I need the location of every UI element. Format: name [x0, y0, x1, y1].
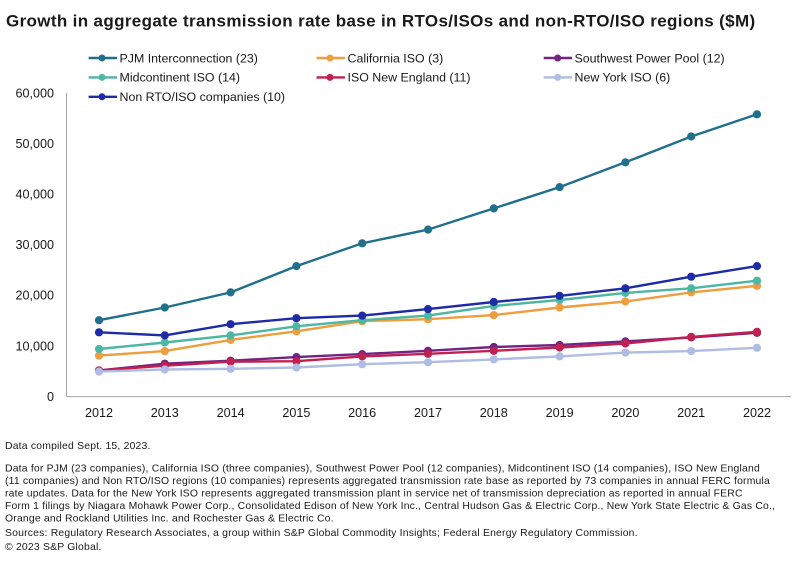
- svg-text:2019: 2019: [546, 406, 574, 420]
- svg-text:2020: 2020: [611, 406, 639, 420]
- svg-text:© 2023 S&P Global.: © 2023 S&P Global.: [5, 542, 102, 553]
- svg-text:10,000: 10,000: [15, 339, 54, 353]
- svg-text:New York ISO (6): New York ISO (6): [575, 71, 671, 85]
- svg-text:Data for PJM (23 companies), C: Data for PJM (23 companies), California …: [5, 464, 760, 475]
- svg-text:2015: 2015: [282, 406, 310, 420]
- svg-text:Midcontinent ISO (14): Midcontinent ISO (14): [120, 71, 241, 85]
- svg-text:Growth in aggregate transmissi: Growth in aggregate transmission rate ba…: [6, 11, 756, 30]
- svg-text:60,000: 60,000: [15, 86, 54, 100]
- svg-text:Non RTO/ISO companies (10): Non RTO/ISO companies (10): [120, 90, 286, 104]
- svg-text:2018: 2018: [480, 406, 508, 420]
- svg-text:ISO New England (11): ISO New England (11): [348, 71, 471, 85]
- svg-text:2014: 2014: [217, 406, 245, 420]
- svg-text:PJM Interconnection (23): PJM Interconnection (23): [120, 51, 258, 65]
- svg-text:Orange and Rockland Utilities: Orange and Rockland Utilities Inc. and R…: [5, 513, 334, 524]
- svg-text:50,000: 50,000: [15, 137, 54, 151]
- svg-text:2017: 2017: [414, 406, 442, 420]
- svg-text:40,000: 40,000: [15, 188, 54, 202]
- svg-text:rate updates. Data for the New: rate updates. Data for the New York ISO …: [5, 489, 743, 500]
- svg-text:Sources: Regulatory Research A: Sources: Regulatory Research Associates,…: [5, 528, 638, 539]
- svg-text:Southwest Power Pool (12): Southwest Power Pool (12): [575, 51, 725, 65]
- svg-text:Data compiled Sept. 15, 2023.: Data compiled Sept. 15, 2023.: [5, 441, 151, 452]
- svg-text:20,000: 20,000: [15, 289, 54, 303]
- svg-text:2016: 2016: [348, 406, 376, 420]
- svg-text:(11 companies) and Non RTO/ISO: (11 companies) and Non RTO/ISO regions (…: [5, 476, 770, 487]
- svg-text:Form 1 filings by Niagara Moha: Form 1 filings by Niagara Mohawk Power C…: [5, 501, 775, 512]
- svg-text:30,000: 30,000: [15, 238, 54, 252]
- svg-text:2012: 2012: [85, 406, 113, 420]
- svg-text:2022: 2022: [743, 406, 771, 420]
- svg-text:0: 0: [47, 390, 54, 404]
- svg-text:2021: 2021: [677, 406, 705, 420]
- svg-text:California ISO (3): California ISO (3): [348, 51, 444, 65]
- svg-text:2013: 2013: [151, 406, 179, 420]
